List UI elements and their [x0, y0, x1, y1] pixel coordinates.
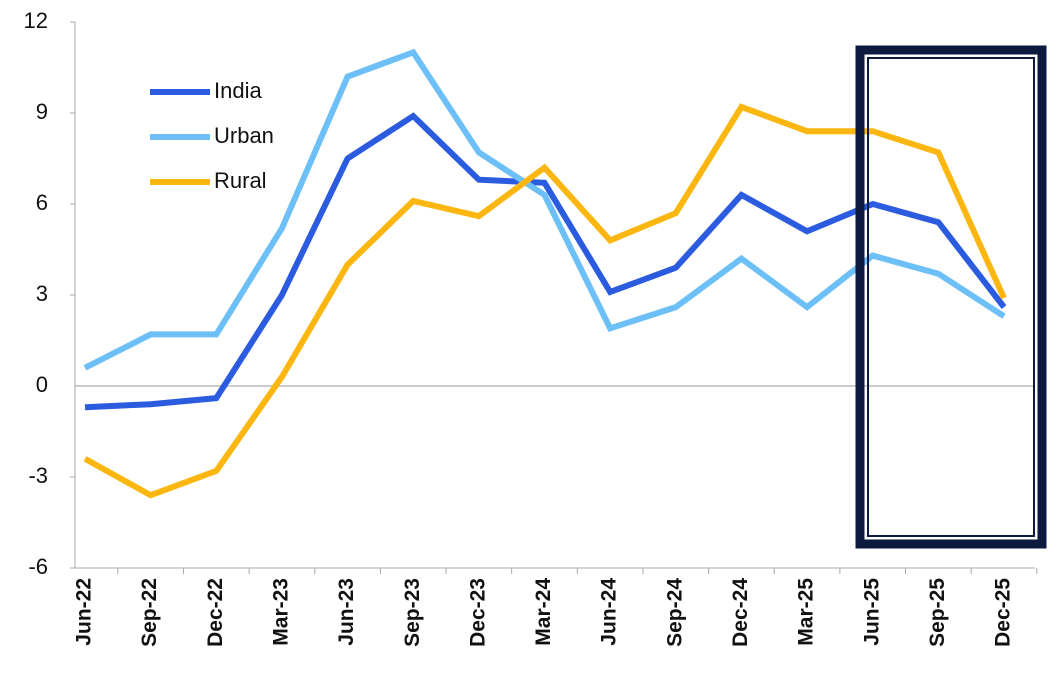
series-line	[84, 112, 1007, 411]
y-tick-label: 6	[36, 190, 48, 215]
y-tick-label: 9	[36, 99, 48, 124]
x-tick-label: Mar-23	[269, 578, 292, 646]
x-tick-label: Sep-23	[401, 578, 424, 647]
highlight-box	[855, 45, 1047, 549]
x-tick-label: Dec-22	[204, 578, 227, 647]
y-tick-label: 3	[36, 281, 48, 306]
series-line	[83, 48, 1006, 371]
y-tick-label: -3	[28, 463, 48, 488]
y-tick-label: 0	[36, 372, 48, 397]
plot: -6 -3 0 3 6 9 12 Jun-22 Sep-22 Dec-22 Mar-23 Jun-23…	[24, 8, 1038, 647]
x-tick-label: Dec-23	[466, 578, 489, 647]
x-tick-label: Jun-23	[335, 578, 358, 646]
series-line	[83, 103, 1007, 499]
legend-label: India	[214, 78, 262, 103]
x-tick-label: Dec-25	[992, 578, 1015, 647]
y-tick-label: 12	[24, 8, 48, 33]
legend-label: Urban	[214, 123, 274, 148]
highlight-box-inner	[867, 57, 1035, 537]
x-tick-label: Jun-24	[598, 578, 621, 646]
x-tick-label: Jun-22	[73, 578, 96, 646]
x-tick-label: Mar-24	[532, 578, 555, 646]
x-tick-label: Sep-22	[138, 578, 161, 647]
x-tick-label: Mar-25	[795, 578, 818, 646]
y-tick-label: -6	[28, 554, 48, 579]
x-tick-label: Sep-25	[926, 578, 949, 647]
x-tick-label: Sep-24	[663, 578, 686, 647]
legend-label: Rural	[214, 168, 267, 193]
x-tick-label: Jun-25	[860, 578, 883, 646]
x-tick-label: Dec-24	[729, 578, 752, 647]
